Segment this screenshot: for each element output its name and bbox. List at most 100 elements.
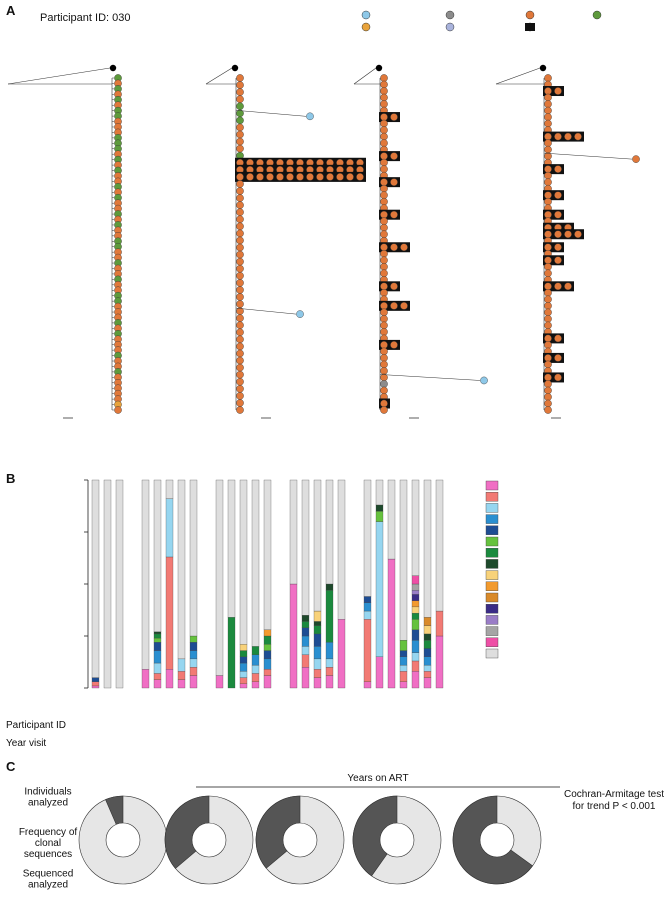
- bar-segment-IX: [239, 644, 248, 651]
- bar-segment-II: [189, 667, 198, 676]
- bar-segment-XV: [411, 575, 420, 585]
- bar-030 – 0 yr: [91, 479, 100, 689]
- bar-segment-VII: [301, 621, 310, 628]
- legend-swatch: [485, 648, 499, 659]
- provirus-node: [544, 282, 552, 291]
- identical-sequence-box: [543, 242, 564, 253]
- provirus-node: [246, 173, 254, 181]
- provirus-node: [544, 243, 552, 252]
- tree-2: [205, 64, 366, 419]
- bar-segment-VIII: [153, 631, 162, 635]
- bar-segment-II: [239, 677, 248, 684]
- identical-sequence-box: [379, 177, 400, 188]
- provirus-node: [380, 74, 388, 82]
- provirus-node: [544, 354, 552, 362]
- provirus-node: [286, 173, 294, 181]
- row-label: Individuals analyzed: [24, 787, 71, 809]
- provirus-node: [544, 197, 552, 206]
- bar-039 – 3 yr: [289, 479, 298, 689]
- outlier-node: [296, 310, 304, 318]
- provirus-node: [390, 302, 398, 310]
- bar-012 – 9 yr: [411, 479, 420, 689]
- provirus-node: [390, 282, 398, 291]
- outlier-branch: [543, 152, 633, 160]
- provirus-node: [236, 349, 244, 358]
- provirus-node: [236, 356, 244, 365]
- bar-segment-III: [399, 664, 408, 672]
- identical-sequence-box: [379, 281, 400, 292]
- bar-segment-I: [375, 656, 384, 689]
- provirus-node: [544, 145, 552, 154]
- identical-sequence-box: [543, 352, 564, 363]
- outlier-node: [480, 376, 488, 385]
- provirus-node: [380, 126, 388, 134]
- legend-marker: [525, 10, 535, 20]
- bar-030 – 3 yr: [251, 479, 260, 689]
- bar-segment-unique: [435, 479, 444, 612]
- provirus-node: [380, 132, 388, 141]
- provirus-node: [380, 328, 388, 336]
- provirus-node: [236, 95, 244, 103]
- bar-segment-VIII: [301, 615, 310, 622]
- pie-hole: [282, 822, 318, 858]
- provirus-node: [380, 210, 388, 219]
- bar-segment-I: [263, 675, 272, 689]
- bar-027 – 5 yr: [325, 479, 334, 689]
- bar-segment-unique: [337, 479, 346, 620]
- bar-segment-I: [337, 619, 346, 689]
- legend-marker: [592, 10, 602, 20]
- provirus-node: [544, 113, 552, 121]
- year-visit-row-label: Year visit: [6, 738, 46, 749]
- provirus-node: [544, 393, 552, 401]
- provirus-node: [380, 80, 388, 89]
- provirus-node: [236, 194, 244, 202]
- bar-segment-V: [363, 596, 372, 603]
- tree-3: [353, 64, 488, 419]
- provirus-node: [236, 321, 244, 330]
- bar-segment-unique: [251, 479, 260, 647]
- row-label-line: Frequency of: [19, 827, 78, 838]
- provirus-node: [544, 119, 552, 128]
- provirus-node: [544, 399, 552, 408]
- bar-segment-unique: [227, 479, 236, 618]
- bar-segment-IX: [411, 606, 420, 614]
- provirus-node: [544, 132, 552, 141]
- legend-marker: [361, 10, 371, 20]
- bar-segment-II: [363, 619, 372, 682]
- provirus-node: [380, 282, 388, 291]
- bar-035 – 2 yr: [189, 479, 198, 689]
- provirus-node: [544, 262, 552, 271]
- provirus-node: [380, 367, 388, 375]
- identical-sequence-box: [543, 86, 564, 97]
- provirus-node: [544, 380, 552, 388]
- pie-charts: [78, 795, 542, 885]
- bar-segment-unique: [399, 479, 408, 641]
- provirus-node: [390, 210, 398, 219]
- provirus-node: [554, 334, 562, 343]
- provirus-node: [380, 341, 388, 349]
- row-label-line: Sequenced: [23, 869, 74, 880]
- legend-swatch: [485, 592, 499, 603]
- provirus-node: [236, 201, 244, 209]
- bar-segment-unique: [165, 479, 174, 499]
- provirus-node: [236, 250, 244, 259]
- stacked-bar-chart: [84, 479, 444, 689]
- bar-segment-II: [91, 681, 100, 687]
- bar-segment-I: [91, 685, 100, 689]
- bar-segment-V: [399, 650, 408, 657]
- provirus-node: [380, 197, 388, 206]
- provirus-node: [544, 178, 552, 186]
- provirus-node: [380, 269, 388, 278]
- bar-segment-IV: [313, 646, 322, 660]
- bar-segment-I: [325, 675, 334, 689]
- years-on-art-header: Years on ART: [347, 773, 408, 784]
- bar-segment-IV: [363, 602, 372, 612]
- bar-025 – 2 yr: [141, 479, 150, 689]
- provirus-node: [236, 208, 244, 217]
- provirus-node: [380, 249, 388, 258]
- participant-id-row-label: Participant ID: [6, 720, 66, 731]
- provirus-node: [236, 180, 244, 188]
- bar-segment-VI: [189, 635, 198, 643]
